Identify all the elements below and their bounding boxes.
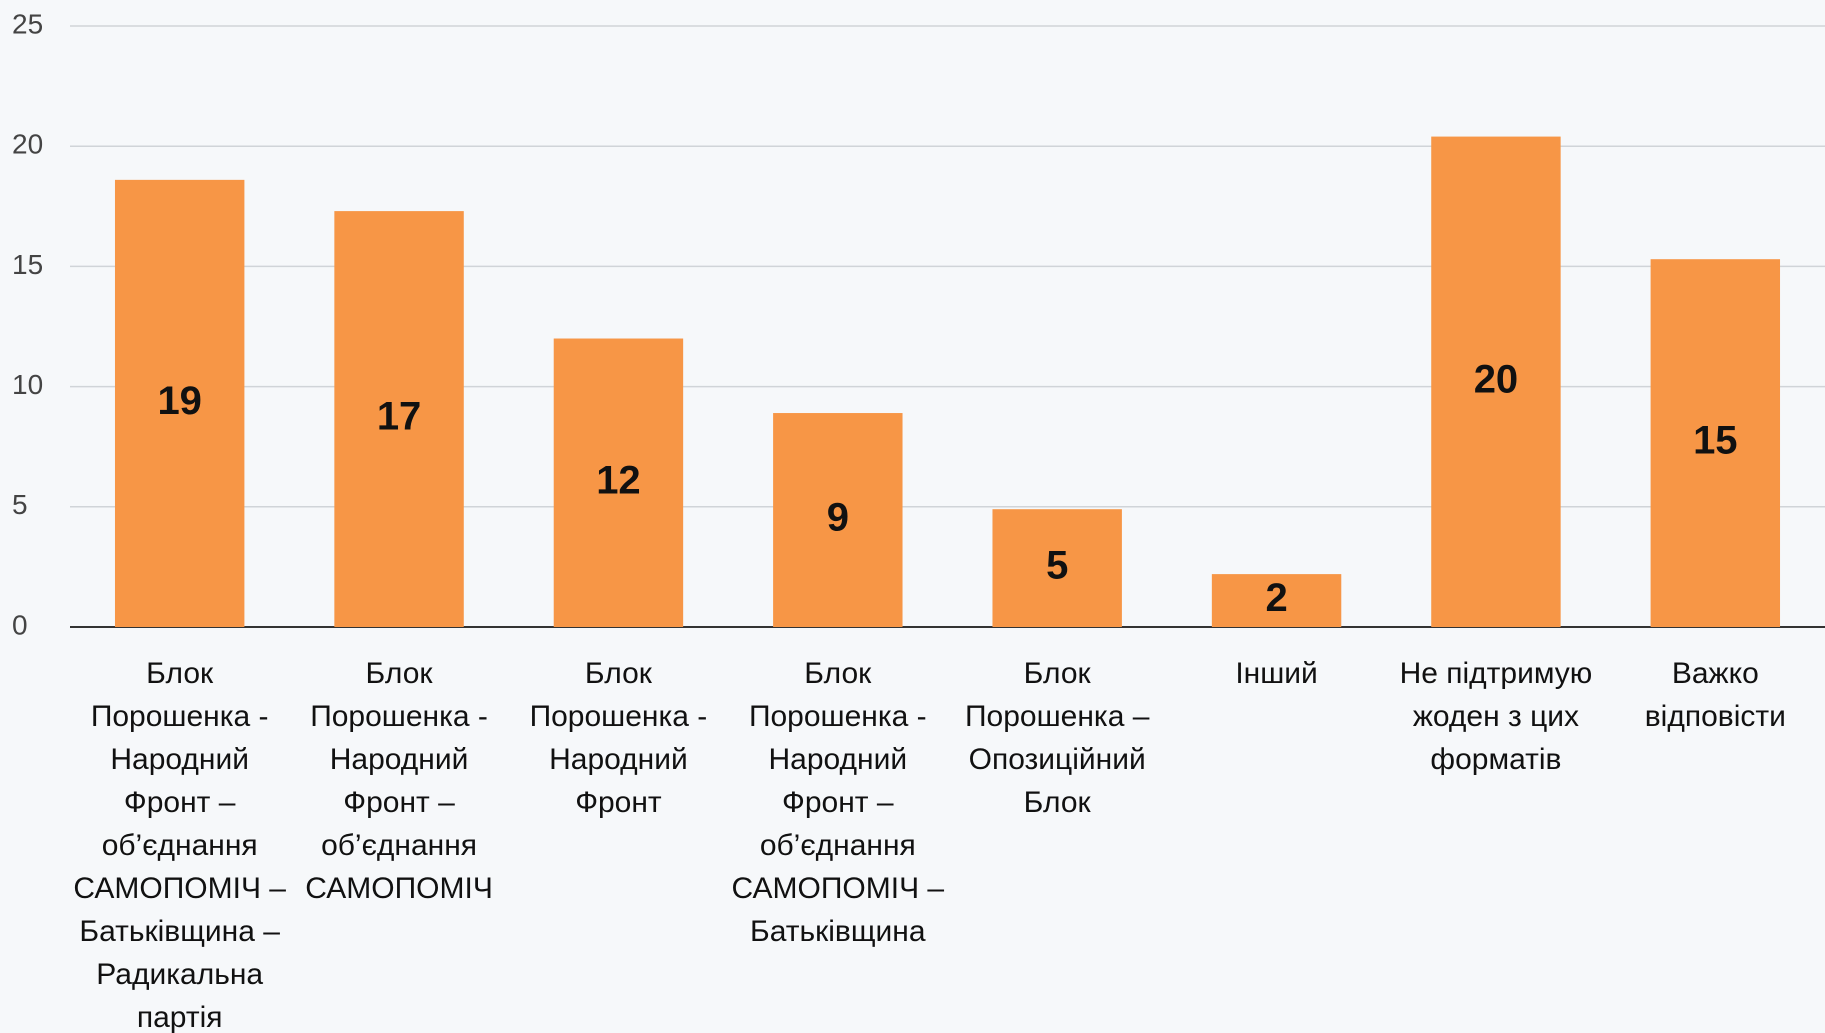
y-tick-label: 10 xyxy=(12,369,43,400)
value-label: 19 xyxy=(157,379,202,423)
bar xyxy=(1431,136,1561,628)
value-label: 17 xyxy=(377,395,422,439)
x-tick-label: Блок Порошенка - Народний Фронт – об’єдн… xyxy=(73,657,286,1033)
value-label: 9 xyxy=(827,496,849,540)
bar xyxy=(773,413,903,627)
x-tick-label: Блок Порошенка - Народний Фронт xyxy=(529,657,708,819)
bar xyxy=(1211,574,1342,627)
x-tick-label: Важко відповісти xyxy=(1644,657,1786,733)
value-label: 5 xyxy=(1046,544,1068,588)
bar xyxy=(553,338,684,627)
bar xyxy=(1650,259,1781,627)
bar xyxy=(334,211,464,627)
y-tick-label: 5 xyxy=(12,489,28,520)
y-tick-label: 15 xyxy=(12,249,43,280)
x-tick-label: Блок Порошенка – Опозиційний Блок xyxy=(964,657,1150,819)
y-tick-label: 20 xyxy=(12,129,43,160)
value-label: 2 xyxy=(1265,576,1287,620)
x-tick-label: Інший xyxy=(1235,657,1318,690)
x-tick-label: Не підтримую жоден з цих форматів xyxy=(1399,657,1593,776)
bar xyxy=(992,509,1122,627)
y-tick-label: 0 xyxy=(12,609,28,640)
x-tick-label: Блок Порошенка - Народний Фронт – об’єдн… xyxy=(305,657,493,905)
x-tick-label: Блок Порошенка - Народний Фронт – об’єдн… xyxy=(731,657,945,948)
value-label: 20 xyxy=(1474,357,1519,401)
bar xyxy=(114,179,245,627)
value-label: 15 xyxy=(1693,419,1738,463)
y-tick-label: 25 xyxy=(12,8,43,39)
value-label: 12 xyxy=(596,458,641,502)
